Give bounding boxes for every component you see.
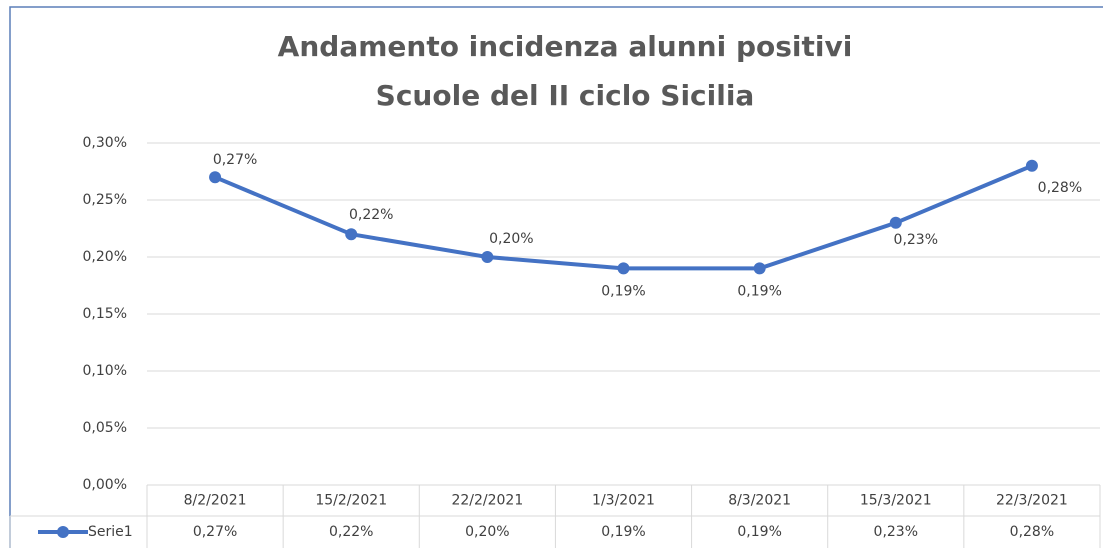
table-value: 0,20%: [465, 524, 509, 540]
y-tick-label: 0,00%: [83, 477, 127, 493]
y-tick-label: 0,20%: [83, 249, 127, 265]
data-label: 0,22%: [349, 207, 393, 223]
chart-title: Andamento incidenza alunni positivi: [278, 30, 853, 63]
chart-subtitle: Scuole del II ciclo Sicilia: [376, 79, 755, 112]
x-tick-label: 15/2/2021: [315, 493, 387, 509]
data-label: 0,19%: [737, 283, 781, 299]
x-tick-label: 15/3/2021: [860, 493, 932, 509]
data-label: 0,27%: [213, 152, 257, 168]
series-line: [214, 163, 1033, 271]
y-tick-label: 0,25%: [83, 192, 127, 208]
data-point: [345, 228, 358, 241]
table-value: 0,19%: [601, 524, 645, 540]
y-tick-label: 0,05%: [83, 420, 127, 436]
data-point: [209, 171, 222, 184]
data-point: [481, 251, 494, 263]
y-tick-label: 0,15%: [83, 306, 127, 322]
data-label: 0,19%: [601, 283, 645, 299]
table-value: 0,22%: [329, 524, 373, 540]
x-tick-label: 8/2/2021: [184, 493, 247, 509]
x-tick-label: 1/3/2021: [592, 493, 655, 509]
table-value: 0,27%: [193, 524, 237, 540]
legend-marker: [57, 526, 69, 538]
y-tick-label: 0,10%: [83, 363, 127, 379]
data-point: [889, 216, 902, 229]
x-tick-label: 22/2/2021: [451, 493, 523, 509]
table-value: 0,23%: [874, 524, 918, 540]
data-label: 0,20%: [489, 231, 533, 247]
data-point: [1025, 159, 1038, 172]
table-value: 0,19%: [737, 524, 781, 540]
x-tick-label: 8/3/2021: [728, 493, 791, 509]
legend-label: Serie1: [88, 524, 133, 540]
x-tick-label: 22/3/2021: [996, 493, 1068, 509]
chart-frame: [9, 6, 1103, 548]
data-point: [753, 262, 766, 275]
y-tick-label: 0,30%: [83, 135, 127, 151]
data-point: [617, 262, 630, 275]
table-value: 0,28%: [1010, 524, 1054, 540]
data-label: 0,28%: [1038, 180, 1082, 196]
data-label: 0,23%: [894, 232, 938, 248]
